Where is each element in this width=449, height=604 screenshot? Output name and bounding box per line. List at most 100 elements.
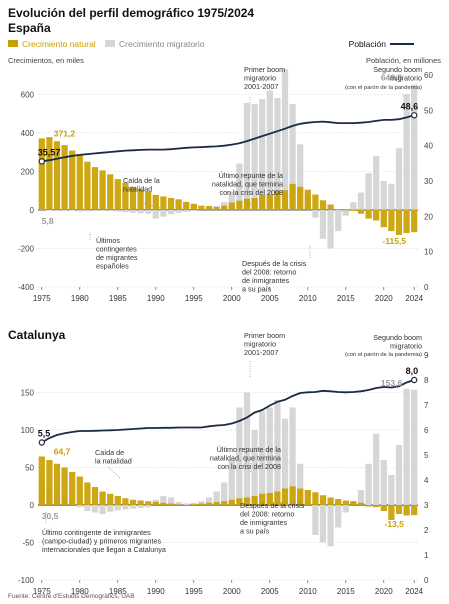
y-tick-label: -200 [18,244,35,253]
bar-natural [137,501,143,506]
bar-natural [92,167,98,210]
bar-migratory [396,445,402,505]
bar-natural [153,502,159,505]
bar-migratory [343,210,349,216]
bar-migratory [327,210,333,249]
bar-natural [388,505,394,520]
bar-natural [373,505,379,507]
bar-natural [343,501,349,506]
natural-end-label: -13,5 [385,519,405,529]
bar-natural [297,187,303,210]
bar-natural [327,498,333,506]
bar-migratory [365,173,371,210]
bar-migratory [69,210,75,211]
bar-natural [145,192,151,210]
bar-natural [350,210,356,211]
x-tick-label: 1995 [185,587,203,596]
annotation: Primer boom migratorio 2001-2007 [244,331,285,357]
bar-migratory [153,210,159,219]
bar-migratory [320,505,326,543]
panel-catalunya: -100-5005010015001234567891975 1980 1985 19… [18,331,429,596]
bar-natural [77,477,83,506]
y2-tick-label: 5 [424,451,429,460]
panel-title-spain: España [8,21,51,35]
bar-migratory [175,210,181,213]
bar-natural [206,503,212,505]
annotation: Último contingente de inmigrantes (campo-… [42,528,166,554]
bar-natural [46,460,52,505]
bar-migratory [77,210,83,212]
annotation: Último repunte de la natalidad, que termi… [212,171,283,197]
annotation: Después de la crisis del 2008: retorno de … [242,259,307,294]
x-tick-label: 2015 [337,294,355,303]
legend-migratory-swatch [105,40,115,47]
population-start-dot [39,440,44,445]
source-note: Fuente: Centre d'Estudis Demogràfics, UA… [8,593,135,600]
bar-natural [244,199,250,210]
y-tick-label: 600 [21,90,35,99]
bar-natural [221,501,227,505]
bar-natural [69,151,75,210]
bar-migratory [122,210,128,212]
bar-natural [221,206,227,210]
bar-natural [107,494,113,505]
bar-natural [358,210,364,214]
bar-migratory [84,210,90,212]
bar-migratory [183,210,189,212]
bar-natural [358,503,364,505]
bar-migratory [107,210,113,211]
annotation: Últimos contingentes de migrantes españoles [96,236,138,271]
bar-migratory [312,210,318,218]
x-tick-label: 2005 [261,587,279,596]
bar-migratory [54,210,60,211]
bar-natural [99,170,105,210]
bar-natural [115,496,121,505]
population-end-label: 48,6 [401,101,419,111]
bar-natural [175,504,181,505]
y2-tick-label: 30 [424,177,433,186]
population-end-label: 8,0 [406,366,419,376]
bar-natural [168,504,174,506]
bar-natural [396,505,402,514]
y-tick-label: 0 [30,501,35,510]
bar-migratory [191,210,197,211]
bar-migratory [145,210,151,214]
bar-natural [320,495,326,505]
bar-migratory [365,464,371,505]
bar-migratory [130,210,136,213]
bar-migratory [403,389,409,505]
bar-natural [403,505,409,516]
x-tick-label: 2010 [299,294,317,303]
x-tick-label: 1990 [147,294,165,303]
population-start-dot [39,159,44,164]
bar-migratory [137,505,143,508]
y2-tick-label: 8 [424,376,429,385]
bar-migratory [130,505,136,509]
y-tick-label: 200 [21,167,35,176]
x-tick-label: 1995 [185,294,203,303]
bar-natural [373,210,379,221]
bar-natural [229,500,235,505]
y2-tick-label: 1 [424,551,429,560]
x-tick-label: 2024 [405,587,423,596]
bar-migratory [327,505,333,546]
bar-natural [61,145,67,210]
bar-natural [130,500,136,505]
y-tick-label: -100 [18,576,35,585]
bar-migratory [381,460,387,505]
y2-tick-label: 7 [424,401,429,410]
legend-natural-label: Crecimiento natural [22,39,96,49]
bar-natural [160,196,166,209]
bar-natural [327,205,333,210]
bar-natural [229,203,235,210]
y-tick-label: 50 [25,464,34,473]
bar-natural [198,504,204,506]
y-tick-label: 400 [21,129,35,138]
bar-natural [198,206,204,210]
bar-natural [381,505,387,511]
bar-natural [107,174,113,210]
bar-migratory [388,475,394,505]
bar-natural [365,505,371,507]
legend-migratory-label: Crecimiento migratorio [119,39,205,49]
